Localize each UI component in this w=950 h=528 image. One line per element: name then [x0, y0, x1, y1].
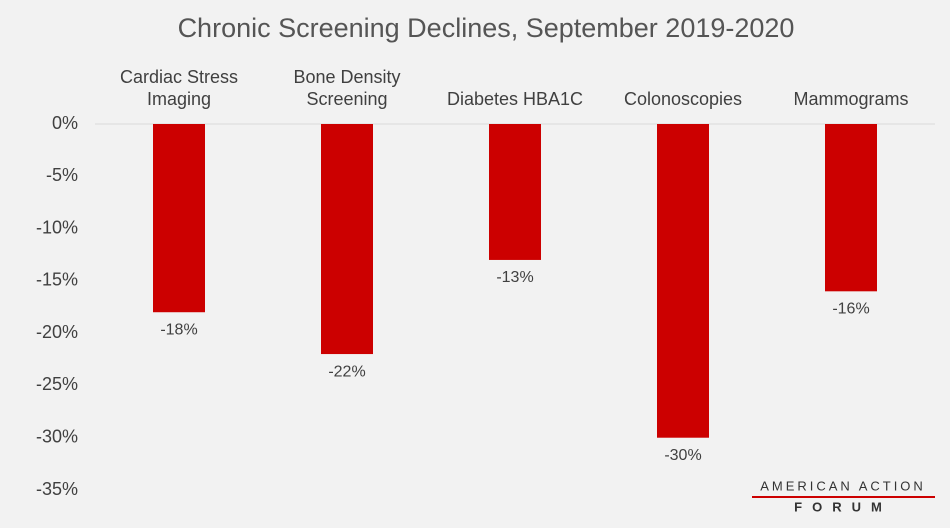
logo-line1: AMERICAN ACTION — [760, 478, 926, 493]
y-tick-label: -20% — [36, 322, 78, 342]
y-tick-label: -10% — [36, 217, 78, 237]
x-tick-label: Cardiac Stress Imaging — [119, 67, 239, 109]
y-tick-label: -35% — [36, 479, 78, 499]
y-tick-label: -30% — [36, 426, 78, 446]
y-tick-label: -5% — [46, 165, 78, 185]
bar — [321, 124, 373, 355]
value-label: -18% — [160, 321, 197, 338]
bar — [825, 124, 877, 292]
x-tick-label: Mammograms — [793, 89, 909, 109]
value-label: -13% — [496, 269, 533, 286]
y-tick-label: -25% — [36, 374, 78, 394]
bar — [153, 124, 205, 313]
bar — [657, 124, 709, 438]
y-tick-label: -15% — [36, 270, 78, 290]
y-tick-label: 0% — [52, 113, 78, 133]
x-tick-label: Bone Density Screening — [293, 67, 401, 109]
value-label: -22% — [328, 363, 365, 380]
logo-line2: FORUM — [794, 499, 892, 514]
x-tick-label: Diabetes HBA1C — [446, 89, 584, 109]
value-label: -30% — [664, 447, 701, 464]
bar — [489, 124, 541, 260]
x-tick-label: Colonoscopies — [623, 89, 743, 109]
value-label: -16% — [832, 301, 869, 318]
chart-title: Chronic Screening Declines, September 20… — [178, 13, 795, 43]
